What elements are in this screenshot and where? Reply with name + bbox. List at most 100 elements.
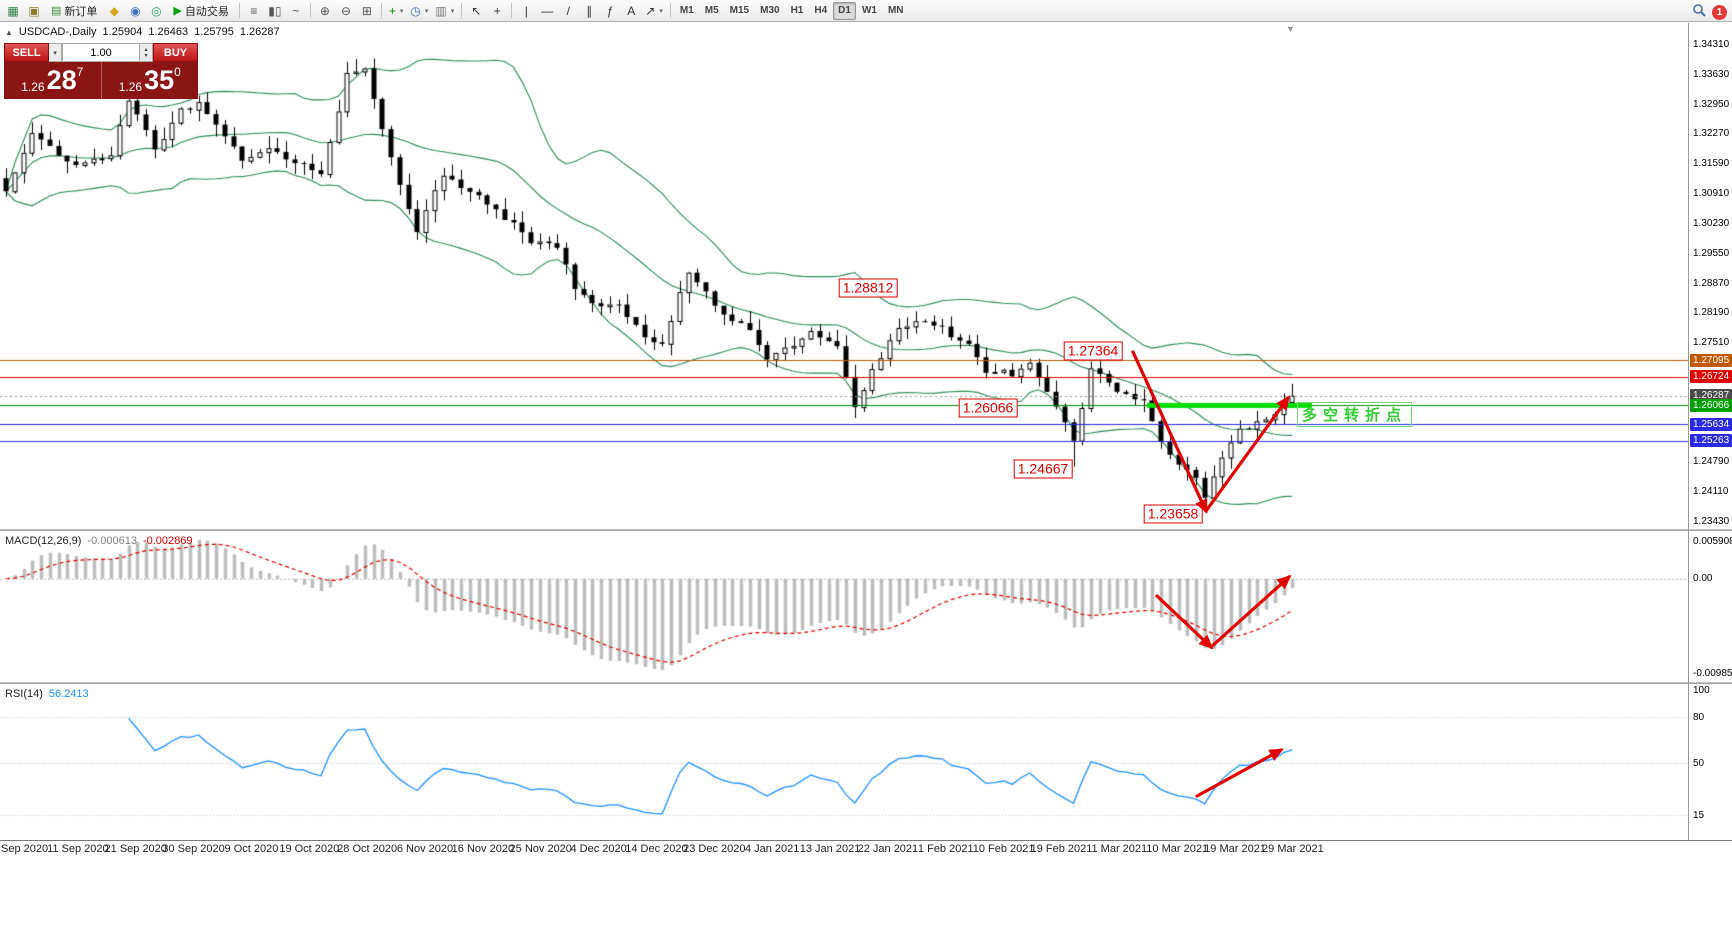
rsi-scale-label: 15 xyxy=(1693,810,1705,822)
price-axis-label: 1.24790 xyxy=(1693,456,1730,468)
timeframe-w1[interactable]: W1 xyxy=(861,5,877,16)
price-tag: 1.27095 xyxy=(1690,353,1732,367)
sell-price-prefix: 1.26 xyxy=(21,80,45,94)
symbol-name: USDCAD-,Daily xyxy=(18,26,97,38)
zoom-out-icon[interactable]: ⊖ xyxy=(340,3,351,18)
price-axis-label: 1.33630 xyxy=(1693,68,1730,80)
time-axis-label: 11 Sep 2020 xyxy=(47,843,109,855)
text-icon[interactable]: A xyxy=(627,3,636,18)
price-axis-label: 1.28870 xyxy=(1693,277,1730,289)
profiles-icon[interactable]: ▣ xyxy=(28,3,40,18)
time-axis-label: 19 Mar 2021 xyxy=(1204,843,1266,855)
toolbar-right: 1 xyxy=(1692,3,1727,22)
crosshair-icon[interactable]: + xyxy=(493,3,501,18)
volume-input[interactable] xyxy=(62,43,140,62)
metaeditor-icon[interactable]: ◆ xyxy=(109,3,120,18)
price-axis-label: 1.30230 xyxy=(1693,217,1730,229)
time-axis-label: 14 Dec 2020 xyxy=(625,843,688,855)
rsi-scale-label: 50 xyxy=(1693,757,1705,769)
price-axis-label: 1.31590 xyxy=(1693,158,1730,170)
notification-badge[interactable]: 1 xyxy=(1712,5,1727,20)
symbol-header: ▲ USDCAD-,Daily 1.25904 1.26463 1.25795 … xyxy=(5,26,280,38)
sell-price[interactable]: 1.26 28 7 xyxy=(4,62,101,99)
volume-spinner[interactable]: ▴ ▾ xyxy=(140,43,153,62)
toolbar-separator xyxy=(511,3,513,18)
ohlc-open: 1.25904 xyxy=(102,26,143,38)
price-callout-label: 1.24667 xyxy=(1013,459,1073,479)
periods-icon[interactable]: ◷ ▾ xyxy=(410,3,429,18)
timeframe-mn[interactable]: MN xyxy=(887,5,904,16)
price-callout-label: 1.26066 xyxy=(958,398,1018,418)
price-callout-label: 1.28812 xyxy=(838,278,898,298)
time-axis-label: 9 Oct 2020 xyxy=(224,843,279,855)
sell-price-point: 7 xyxy=(76,65,84,79)
price-axis-separator xyxy=(1688,23,1689,840)
time-axis-label: 6 Nov 2020 xyxy=(396,843,454,855)
timeframe-d1[interactable]: D1 xyxy=(833,1,856,20)
bar-chart-icon[interactable]: ≡ xyxy=(250,3,258,18)
collapse-panel-icon[interactable]: ▲ xyxy=(5,27,13,37)
time-axis-label: 1 Mar 2021 xyxy=(1091,843,1148,855)
timeframe-h4[interactable]: H4 xyxy=(814,5,828,16)
vertical-line-icon[interactable]: | xyxy=(524,3,528,18)
sell-options-caret-icon[interactable]: ▾ xyxy=(49,43,62,62)
new-order-button[interactable]: ▤ 新订单 xyxy=(51,5,98,18)
time-axis-separator xyxy=(0,840,1732,841)
price-axis-label: 1.27510 xyxy=(1693,337,1730,349)
time-axis-label: 29 Mar 2021 xyxy=(1262,843,1324,855)
macd-scale-zero: 0.00 xyxy=(1693,572,1713,584)
toolbar-separator xyxy=(380,3,382,18)
time-axis-label: 21 Sep 2020 xyxy=(104,843,167,855)
buy-button[interactable]: BUY xyxy=(153,43,198,62)
toolbar: ▦ ▣ ▤ 新订单 ◆ ◉ ◎ ▶ 自动交易 ≡ ▮▯ ~ ⊕ ⊖ ⊞ + ▾ ◷ ▾ ▥ ▾ ↖ + | — / ∥ ƒ A ↗ ▾ M1 M… xyxy=(0,0,1732,22)
line-chart-icon[interactable]: ~ xyxy=(292,3,300,18)
toolbar-separator xyxy=(669,3,671,18)
timeframe-m1[interactable]: M1 xyxy=(679,5,694,16)
tile-windows-icon[interactable]: ⊞ xyxy=(361,3,372,18)
fibonacci-icon[interactable]: ƒ xyxy=(606,3,614,18)
buy-price[interactable]: 1.26 35 0 xyxy=(102,62,199,99)
price-tag: 1.25263 xyxy=(1690,434,1732,448)
price-axis-label: 1.32270 xyxy=(1693,128,1730,140)
timeframe-m5[interactable]: M5 xyxy=(704,5,719,16)
time-axis-label: 13 Jan 2021 xyxy=(799,843,861,855)
macd-header: MACD(12,26,9) -0.000613 -0.002869 xyxy=(5,535,193,547)
ohlc-close: 1.26287 xyxy=(239,26,280,38)
price-axis-label: 1.23430 xyxy=(1693,515,1730,527)
horizontal-line-icon[interactable]: — xyxy=(541,3,554,18)
time-axis-label: 30 Sep 2020 xyxy=(162,843,225,855)
sell-price-pips: 28 xyxy=(46,65,77,95)
macd-value-signal: -0.002869 xyxy=(142,535,193,547)
indicators-icon[interactable]: + ▾ xyxy=(388,3,404,18)
candlestick-chart-icon[interactable]: ▮▯ xyxy=(268,3,282,18)
autotrade-button[interactable]: ▶ 自动交易 xyxy=(173,5,229,18)
equidistant-channel-icon[interactable]: ∥ xyxy=(586,3,593,18)
templates-icon[interactable]: ▥ ▾ xyxy=(435,3,455,18)
buy-price-point: 0 xyxy=(174,65,181,79)
panel-separator[interactable] xyxy=(0,529,1732,531)
cursor-icon[interactable]: ↖ xyxy=(471,3,482,18)
rsi-title: RSI(14) xyxy=(5,688,43,700)
community-icon[interactable]: ◎ xyxy=(151,3,162,18)
timeframe-m15[interactable]: M15 xyxy=(729,5,750,16)
zoom-in-icon[interactable]: ⊕ xyxy=(319,3,330,18)
price-axis-label: 1.28190 xyxy=(1693,307,1730,319)
chart-shift-marker[interactable]: ▼ xyxy=(1286,24,1295,34)
timeframe-m30[interactable]: M30 xyxy=(760,5,780,16)
search-icon[interactable] xyxy=(1692,3,1706,22)
time-axis-label: 22 Jan 2021 xyxy=(857,843,919,855)
macd-scale-max: 0.005908 xyxy=(1693,536,1732,547)
price-tag: 1.25634 xyxy=(1690,417,1732,431)
arrows-tool-icon[interactable]: ↗ ▾ xyxy=(645,3,663,18)
time-axis-label: 10 Feb 2021 xyxy=(972,843,1035,855)
new-chart-icon[interactable]: ▦ xyxy=(7,3,19,18)
timeframe-h1[interactable]: H1 xyxy=(790,5,804,16)
panel-separator[interactable] xyxy=(0,682,1732,684)
trendline-icon[interactable]: / xyxy=(566,3,570,18)
data-window-icon[interactable]: ◉ xyxy=(130,3,141,18)
price-tag: 1.26066 xyxy=(1690,398,1732,412)
sell-button[interactable]: SELL xyxy=(4,43,49,62)
